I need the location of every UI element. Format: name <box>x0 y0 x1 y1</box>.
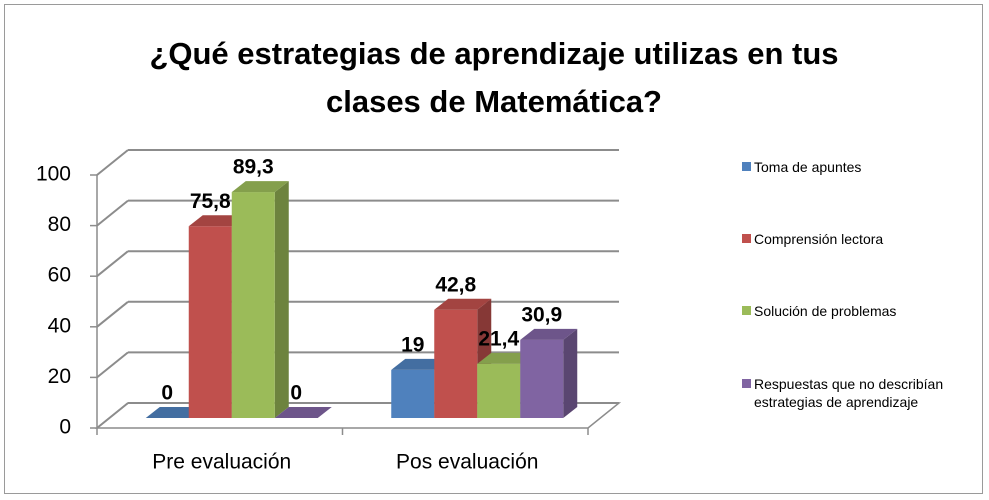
legend-item: Solución de problemas <box>742 302 982 320</box>
bar-top <box>434 298 492 310</box>
bar-top <box>520 328 578 340</box>
legend-label: Toma de apuntes <box>754 159 862 175</box>
legend-swatch <box>742 379 751 388</box>
value-label: 89,3 <box>233 156 274 179</box>
y-tick-label: 20 <box>48 365 71 388</box>
bar-front <box>188 226 232 418</box>
x-tick-label: Pre evaluación <box>152 451 291 474</box>
value-label: 0 <box>161 382 173 405</box>
legend-label: Comprensión lectora <box>754 231 884 247</box>
bar-top <box>391 358 449 370</box>
bar <box>274 407 332 418</box>
legend-swatch <box>742 306 751 315</box>
legend-item: Toma de apuntes <box>742 158 982 176</box>
bar-front <box>391 369 435 418</box>
grid-line-side <box>96 301 129 328</box>
value-label: 19 <box>401 333 424 356</box>
legend-item: Respuestas que no describían estrategias… <box>742 375 982 411</box>
bar <box>520 328 578 418</box>
chart-title: ¿Qué estrategias de aprendizaje utilizas… <box>149 36 839 119</box>
bar <box>231 181 289 418</box>
bar-side <box>563 328 578 418</box>
bar-front <box>434 309 478 418</box>
value-label: 0 <box>290 382 302 405</box>
chart-frame <box>4 4 983 494</box>
bar-front <box>520 339 564 418</box>
bar-front <box>231 192 275 418</box>
legend-swatch <box>742 162 751 171</box>
bar-top <box>477 352 535 364</box>
bar-front <box>477 363 521 418</box>
y-tick-label: 60 <box>48 264 71 287</box>
legend-label: Solución de problemas <box>754 303 897 319</box>
value-label: 21,4 <box>478 327 519 350</box>
value-label: 30,9 <box>521 303 562 326</box>
grid-line-side <box>96 149 129 176</box>
y-tick-label: 0 <box>59 416 71 439</box>
legend-item: Comprensión lectora <box>742 230 982 248</box>
grid-line-side <box>96 402 129 429</box>
grid-line-side <box>96 199 129 227</box>
value-label: 42,8 <box>435 273 476 296</box>
bar-side <box>274 181 289 418</box>
bar-top <box>188 215 246 227</box>
legend-swatch <box>742 234 751 243</box>
grid-line-side <box>96 351 129 379</box>
y-tick-label: 80 <box>48 213 71 236</box>
value-label: 75,8 <box>190 190 231 213</box>
legend-label: Respuestas que no describían estrategias… <box>754 376 944 410</box>
bar <box>145 407 203 418</box>
bar-top <box>274 407 332 418</box>
y-tick-label: 40 <box>48 314 71 337</box>
bar-top <box>145 407 203 418</box>
x-tick-label: Pos evaluación <box>396 451 538 474</box>
y-tick-label: 100 <box>36 163 71 186</box>
grid-line-side <box>96 250 129 277</box>
bar-top <box>231 181 289 193</box>
